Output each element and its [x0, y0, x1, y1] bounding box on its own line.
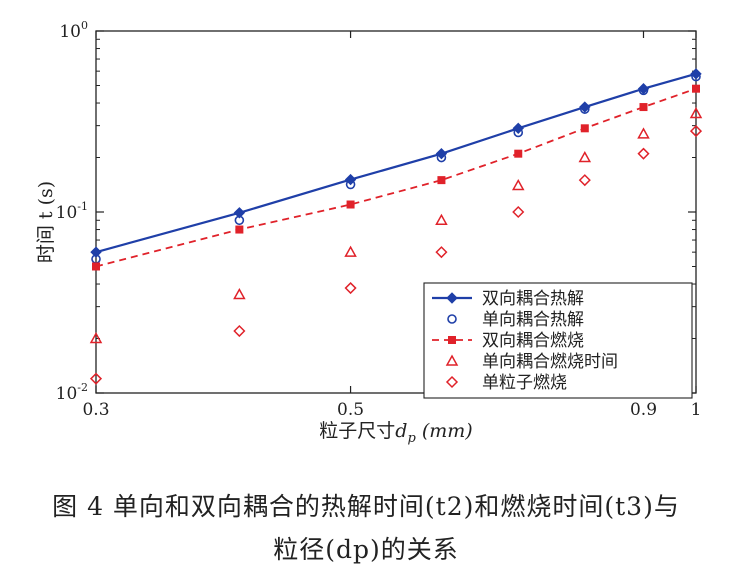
legend-label: 单向耦合热解: [482, 310, 584, 330]
legend-marker: [445, 375, 459, 389]
series-3-point: [692, 84, 700, 93]
series-5-point: [344, 281, 357, 295]
legend-marker: [448, 336, 456, 344]
series-4-point: [344, 245, 357, 257]
series-1-point: [233, 207, 246, 219]
series-3-point: [514, 149, 523, 158]
legend-label: 双向耦合热解: [482, 289, 584, 309]
x-label-prefix: 粒子尺寸: [319, 420, 395, 442]
y-tick-exponent: -1: [77, 200, 88, 213]
legend-marker: [445, 354, 459, 366]
legend-marker: [447, 314, 457, 324]
series-3-point: [346, 200, 355, 209]
series-2-point: [691, 71, 701, 82]
y-tick-exponent: -2: [77, 381, 88, 394]
x-axis-label: 粒子尺寸dp (mm): [319, 420, 472, 446]
y-tick-label: 10-1: [56, 200, 88, 223]
legend-item: 单向耦合燃烧时间: [445, 352, 618, 372]
series-4-point: [233, 287, 246, 300]
series-4-point: [511, 179, 525, 191]
series-3-line: [95, 87, 697, 268]
series-5: [89, 125, 703, 385]
series-4-point: [637, 127, 650, 139]
series-4: [89, 106, 703, 344]
y-tick-exponent: 0: [81, 19, 88, 32]
series-5-point: [578, 174, 591, 187]
figure-caption-line-1: 图 4 单向和双向耦合的热解时间(t2)和燃烧时间(t3)与: [52, 492, 680, 521]
legend-label: 单粒子燃烧: [482, 373, 567, 393]
series-5-point: [89, 372, 103, 385]
series-1-point: [579, 101, 591, 113]
series-3-point: [580, 124, 589, 133]
series-3: [92, 84, 700, 271]
figure-caption-line-2: 粒径(dp)的关系: [273, 535, 459, 564]
x-tick-label: 0.9: [630, 400, 657, 420]
series-4-point: [578, 150, 592, 163]
series-2-point: [234, 215, 245, 226]
series-5-point: [637, 147, 650, 160]
x-label-subscript: p: [407, 431, 416, 446]
series-5-point: [689, 125, 703, 138]
series-2-point: [638, 85, 649, 96]
series-4-point: [435, 213, 448, 226]
series-2-point: [436, 152, 447, 163]
series-2-point: [579, 104, 590, 114]
x-tick-label: 1: [691, 400, 702, 420]
series-1-point: [690, 68, 702, 80]
series-2-point: [345, 179, 356, 190]
legend-label: 双向耦合燃烧: [482, 331, 584, 351]
legend-item: 单粒子燃烧: [445, 373, 567, 393]
x-label-unit: (mm): [416, 420, 473, 442]
series-3-point: [437, 176, 446, 185]
series-2-point: [513, 127, 524, 138]
series-5-point: [512, 205, 525, 219]
y-axis-label: 时间 t (s): [35, 181, 57, 263]
series-3-point: [92, 262, 100, 271]
legend-item: 双向耦合热解: [432, 289, 584, 309]
series-1-point: [90, 246, 102, 258]
legend-marker: [446, 292, 458, 304]
series-1-line: [95, 72, 697, 254]
series-4-point: [89, 331, 103, 344]
plot-series: [89, 68, 703, 385]
y-tick-label: 100: [59, 19, 88, 42]
x-label-variable: d: [395, 420, 407, 442]
series-3-point: [639, 103, 648, 112]
x-tick-label: 0.5: [337, 400, 364, 420]
series-3-point: [235, 225, 244, 234]
x-tick-label: 0.3: [82, 400, 109, 420]
series-5-point: [233, 324, 246, 338]
legend-label: 单向耦合燃烧时间: [482, 352, 618, 372]
legend-item: 双向耦合燃烧: [432, 331, 584, 351]
series-5-point: [435, 246, 448, 259]
legend-item: 单向耦合热解: [447, 310, 584, 330]
series-4-point: [689, 106, 703, 119]
